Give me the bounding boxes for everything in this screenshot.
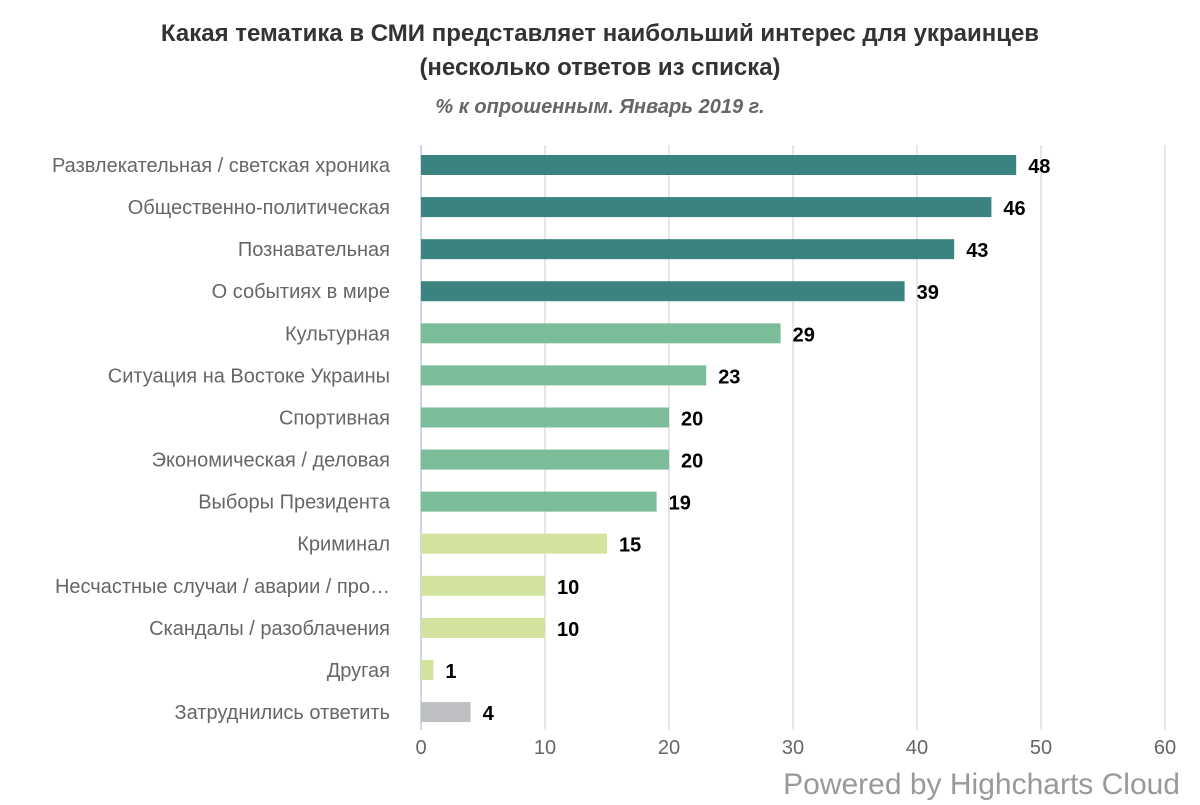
data-label: 39 [917, 282, 939, 304]
category-label: Затруднились ответить [175, 702, 390, 724]
credits-link[interactable]: Powered by Highcharts Cloud [783, 768, 1180, 801]
bar [421, 239, 955, 260]
category-label: Спортивная [279, 407, 390, 429]
data-label: 29 [793, 324, 815, 346]
chart-title-line2: (несколько ответов из списка) [419, 54, 780, 81]
x-tick-label: 40 [906, 737, 928, 759]
category-label: Другая [327, 660, 390, 682]
bar [421, 365, 707, 386]
data-label: 43 [966, 240, 988, 262]
x-tick-label: 0 [415, 737, 426, 759]
x-tick-label: 50 [1030, 737, 1052, 759]
chart-title: Какая тематика в СМИ представляет наибол… [161, 20, 1039, 47]
bar [421, 702, 471, 723]
category-label: Ситуация на Востоке Украины [108, 365, 390, 387]
category-label: Несчастные случаи / аварии / про… [55, 576, 390, 598]
bar [421, 407, 669, 428]
data-label: 48 [1028, 156, 1050, 178]
data-label: 23 [718, 366, 740, 388]
bar [421, 155, 1017, 175]
data-label: 46 [1003, 198, 1025, 220]
data-label: 1 [445, 661, 456, 683]
bar [421, 617, 545, 638]
data-label: 20 [681, 408, 703, 430]
x-tick-label: 30 [782, 737, 804, 759]
data-label: 20 [681, 451, 703, 473]
category-label: Скандалы / разоблачения [149, 618, 390, 640]
data-label: 15 [619, 535, 641, 557]
x-tick-label: 20 [658, 737, 680, 759]
category-label: Выборы Президента [198, 492, 391, 514]
bar [421, 659, 434, 680]
data-label: 10 [557, 577, 579, 599]
category-label: Культурная [285, 323, 390, 345]
x-tick-label: 60 [1154, 737, 1176, 759]
bar [421, 575, 545, 596]
data-label: 4 [483, 703, 495, 725]
bar [421, 491, 657, 512]
category-label: Общественно-политическая [128, 197, 390, 219]
category-label: Развлекательная / светская хроника [52, 155, 391, 177]
bar [421, 197, 992, 218]
bar [421, 449, 669, 470]
category-label: Экономическая / деловая [152, 450, 390, 472]
category-label: О событиях в мире [212, 281, 390, 303]
bar [421, 533, 607, 554]
category-label: Криминал [297, 534, 390, 556]
category-label: Познавательная [238, 239, 390, 261]
x-tick-label: 10 [534, 737, 556, 759]
data-label: 10 [557, 619, 579, 641]
chart-subtitle: % к опрошенным. Январь 2019 г. [435, 96, 764, 118]
bar [421, 323, 781, 344]
data-label: 19 [669, 493, 691, 515]
bar [421, 281, 905, 302]
